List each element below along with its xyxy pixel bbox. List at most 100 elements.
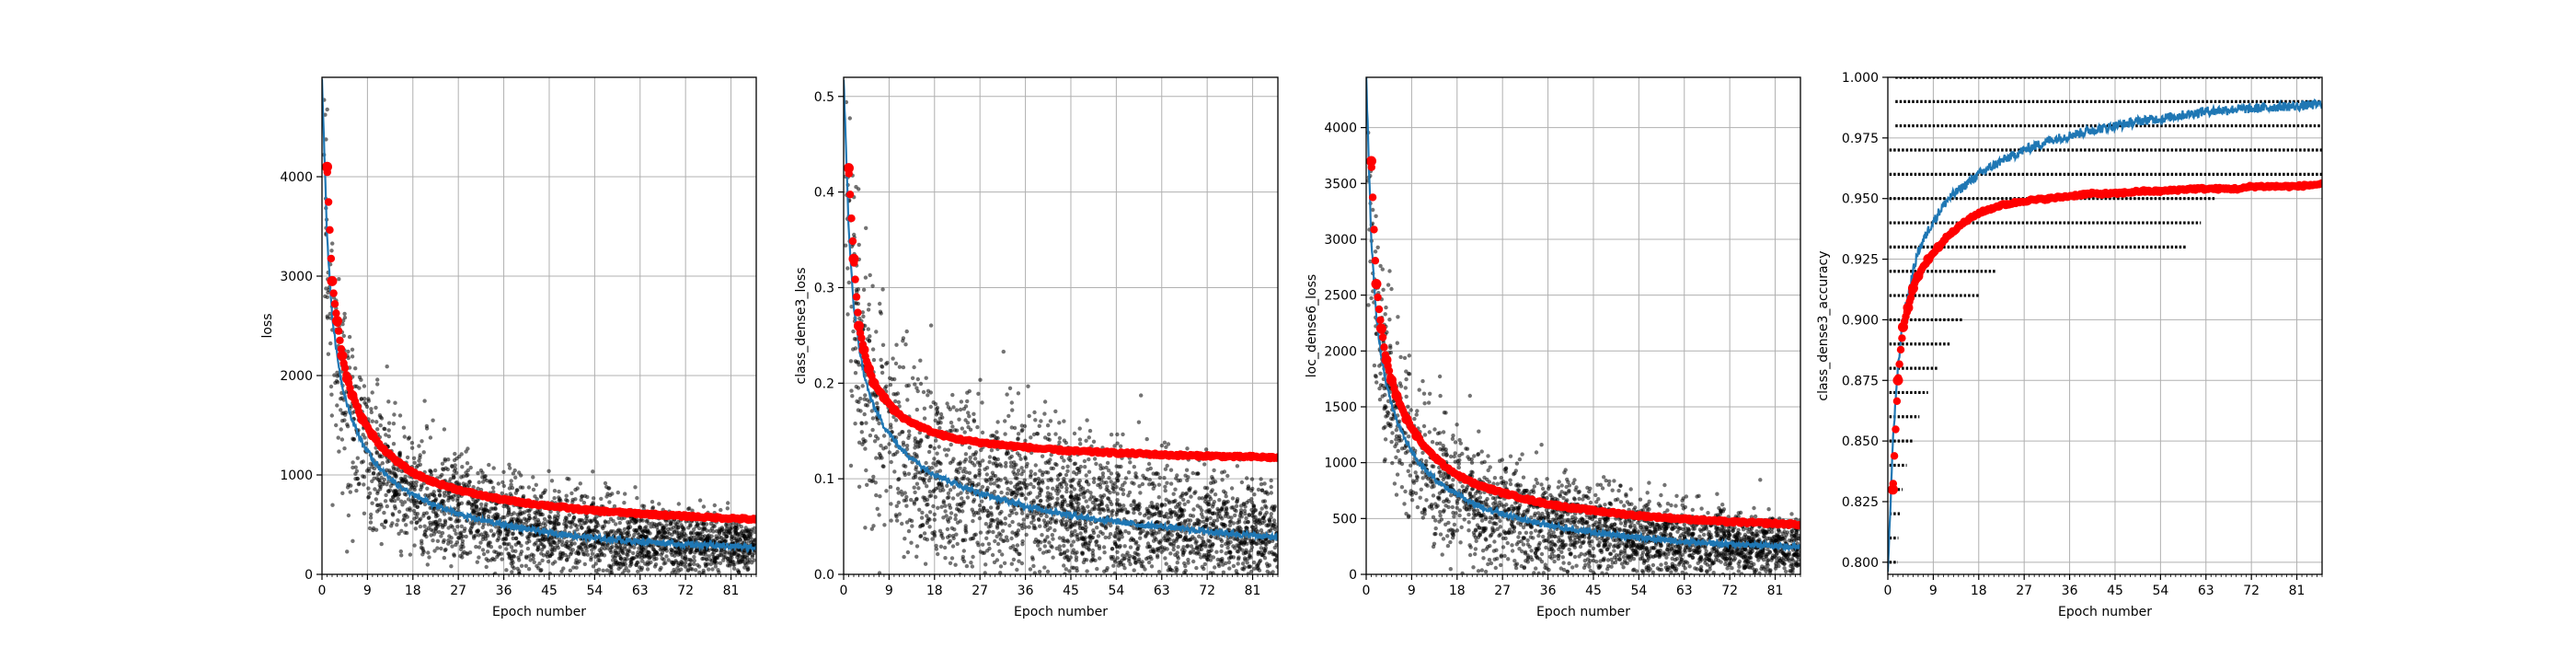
scatter-point	[356, 477, 360, 480]
scatter-point	[1102, 545, 1106, 549]
scatter-point	[1163, 556, 1167, 560]
scatter-point	[1047, 433, 1051, 436]
scatter-point	[849, 359, 853, 363]
scatter-point	[975, 425, 979, 429]
scatter-point	[1096, 620, 1099, 624]
scatter-point	[954, 514, 958, 517]
scatter-point	[599, 497, 603, 501]
scatter-point	[1119, 487, 1122, 491]
scatter-point	[501, 470, 505, 474]
scatter-point	[466, 446, 469, 450]
scatter-point	[474, 545, 477, 549]
scatter-point	[1174, 570, 1178, 573]
scatter-point	[380, 416, 384, 420]
scatter-point	[1092, 480, 1096, 484]
scatter-point	[1052, 528, 1056, 532]
scatter-point	[458, 554, 462, 558]
scatter-point	[552, 526, 556, 529]
scatter-point	[1236, 561, 1240, 565]
scatter-point	[973, 474, 977, 478]
scatter-point	[972, 463, 976, 467]
scatter-point	[477, 513, 481, 516]
scatter-point	[329, 249, 333, 252]
scatter-point	[578, 560, 581, 563]
scatter-point	[1110, 486, 1114, 490]
scatter-point	[399, 553, 403, 557]
scatter-point	[875, 401, 879, 405]
scatter-point	[455, 525, 459, 528]
scatter-point	[1184, 535, 1188, 538]
scatter-point	[707, 585, 710, 589]
scatter-point	[423, 503, 427, 506]
scatter-point	[884, 489, 888, 492]
scatter-point	[874, 480, 878, 484]
scatter-point	[1083, 459, 1087, 463]
scatter-point	[1107, 509, 1110, 513]
scatter-point	[961, 502, 965, 505]
scatter-point	[1214, 525, 1218, 528]
scatter-point	[362, 435, 366, 439]
scatter-point	[1012, 558, 1016, 561]
scatter-point	[962, 549, 966, 552]
scatter-point	[946, 527, 949, 531]
scatter-point	[868, 434, 872, 437]
scatter-point	[583, 562, 587, 566]
scatter-point	[519, 519, 523, 523]
scatter-point	[1003, 561, 1006, 565]
scatter-point	[672, 578, 675, 582]
scatter-point	[488, 510, 491, 514]
scatter-point	[1189, 494, 1192, 498]
scatter-point	[702, 557, 706, 561]
scatter-point	[469, 531, 473, 535]
scatter-point	[900, 522, 903, 526]
scatter-point	[374, 497, 378, 501]
scatter-point	[1083, 509, 1087, 513]
scatter-point	[1166, 547, 1169, 550]
scatter-point	[923, 480, 926, 484]
scatter-point	[422, 399, 426, 402]
scatter-point	[404, 513, 408, 516]
validation-point	[329, 289, 337, 296]
scatter-point	[1189, 486, 1192, 490]
scatter-point	[728, 526, 731, 530]
scatter-point	[351, 354, 354, 358]
scatter-point	[1141, 589, 1144, 593]
scatter-point	[631, 551, 635, 555]
scatter-point	[384, 493, 387, 497]
scatter-point	[1078, 522, 1082, 526]
scatter-point	[657, 530, 661, 534]
scatter-point	[1005, 535, 1008, 538]
scatter-point	[926, 393, 929, 397]
scatter-point	[354, 466, 358, 469]
scatter-point	[955, 507, 959, 511]
scatter-point	[1069, 484, 1073, 488]
scatter-point	[1232, 564, 1236, 568]
scatter-point	[558, 557, 561, 561]
scatter-point	[1225, 494, 1228, 498]
scatter-point	[1264, 524, 1268, 527]
scatter-point	[402, 426, 406, 430]
scatter-point	[416, 512, 420, 515]
scatter-point	[928, 510, 932, 514]
scatter-point	[704, 584, 707, 588]
scatter-point	[1183, 503, 1187, 506]
scatter-point	[1220, 544, 1224, 548]
scatter-point	[1058, 548, 1062, 551]
scatter-point	[385, 504, 389, 508]
scatter-point	[878, 494, 881, 498]
scatter-point	[339, 408, 342, 411]
scatter-point	[960, 509, 964, 513]
scatter-point	[1266, 564, 1270, 568]
validation-marker	[342, 374, 352, 384]
scatter-point	[539, 495, 543, 499]
scatter-point	[981, 543, 984, 547]
scatter-point	[557, 490, 560, 493]
scatter-point	[1217, 498, 1221, 502]
scatter-point	[972, 412, 975, 416]
scatter-point	[986, 515, 990, 518]
scatter-point	[1094, 578, 1098, 582]
scatter-point	[397, 510, 401, 514]
scatter-point	[1112, 481, 1116, 485]
scatter-point	[1003, 419, 1006, 422]
scatter-point	[712, 559, 716, 562]
